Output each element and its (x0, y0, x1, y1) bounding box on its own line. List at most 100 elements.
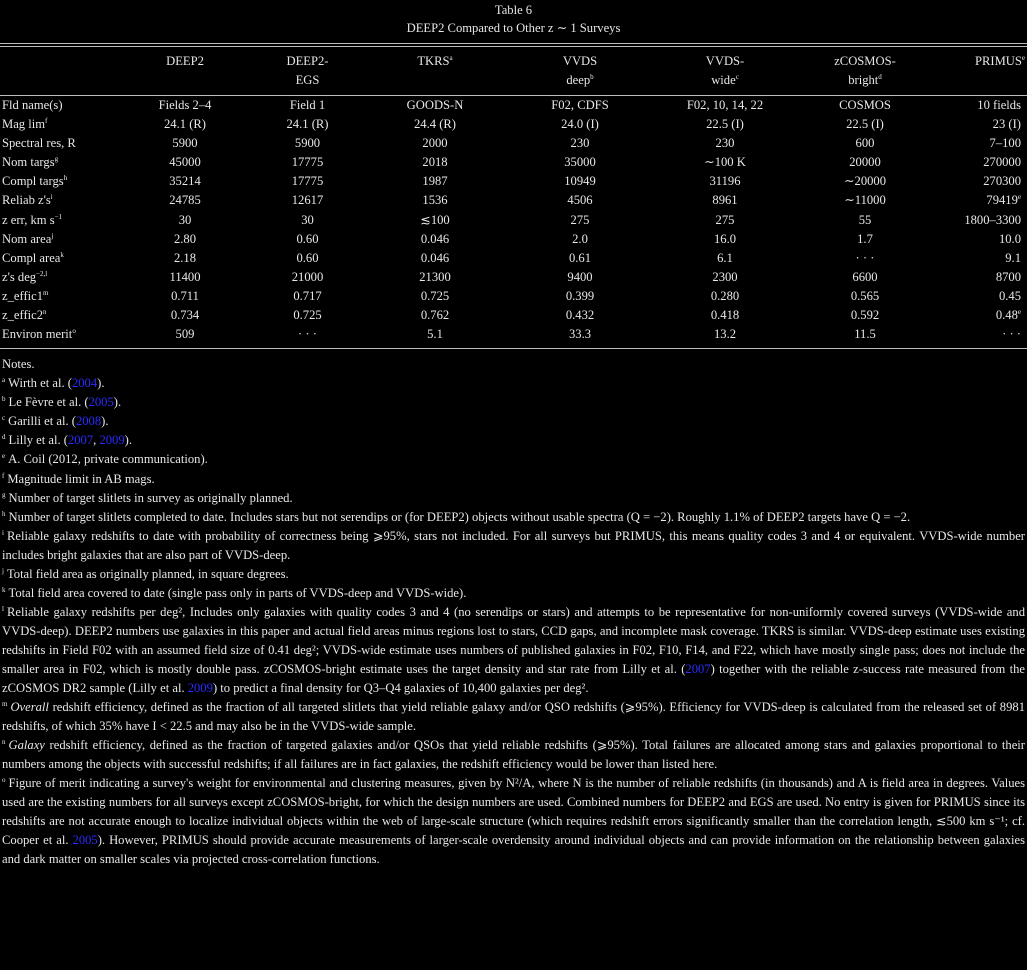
cell-value: 0.046 (420, 250, 450, 265)
note-text: Garilli et al. ( (8, 414, 76, 429)
row-nom-area: Nom areaj 2.80 0.60 0.046 2.0 16.0 1.7 10.0 (0, 230, 1027, 249)
cell-value: 35000 (564, 155, 596, 170)
citation-link[interactable]: 2007 (67, 433, 94, 448)
row-compl-area: Compl areak 2.18 0.60 0.046 0.61 6.1 · · · 9.1 (0, 249, 1027, 268)
note-text: Number of target slitlets in survey as o… (8, 490, 293, 505)
cell-value: 10.0 (998, 231, 1021, 246)
cell-value: 22.5 (I) (706, 117, 744, 132)
row-label: Environ merito (2, 327, 76, 342)
cell-value: COSMOS (839, 98, 891, 112)
footnote-mark: b (2, 395, 6, 404)
bottom-rule (0, 348, 1027, 350)
row-label: z_effic1m (2, 288, 49, 303)
row-zs-per-deg: z's deg−2,l 11400 21000 21300 9400 2300 6600 87… (0, 268, 1027, 287)
footnote-mark: d (2, 433, 6, 442)
cell-value: 16.0 (713, 231, 737, 246)
cell-value: 230 (570, 136, 590, 151)
note-k: k Total field area covered to date (singl… (2, 584, 1025, 603)
row-label: Spectral res, R (2, 136, 76, 151)
cell-value: 0.45 (998, 288, 1021, 303)
note-h: h Number of target slitlets completed to … (2, 508, 1025, 527)
cell-value: 509 (175, 327, 195, 342)
footnote-mark: l (2, 604, 4, 613)
row-label: Compl areak (2, 250, 64, 265)
table-title-block: Table 6 DEEP2 Compared to Other z ∼ 1 Su… (0, 0, 1027, 37)
cell-value: 0.734 (170, 308, 200, 323)
col-subheader-egs: EGS (295, 73, 320, 87)
row-label: Nom targsg (2, 155, 59, 170)
table-number: Table 6 (494, 3, 533, 17)
cell-value: 23 (I) (992, 117, 1021, 132)
cell-value: 275 (715, 212, 735, 227)
footnote-mark: i (2, 528, 4, 537)
footnote-mark: f (2, 471, 5, 480)
cell-value: 9400 (567, 269, 593, 284)
col-header-deep2: DEEP2 (166, 54, 204, 68)
cell-value: 0.711 (171, 288, 199, 303)
cell-value: 7–100 (989, 136, 1021, 151)
row-label: z's deg−2,l (2, 269, 48, 284)
row-reliab-zs: Reliab z'si 24785 12617 1536 4506 8961 ∼11000 7… (0, 191, 1027, 210)
cell-value: · · · (1002, 327, 1021, 342)
cell-value: 0.565 (850, 288, 880, 303)
cell-value: 13.2 (713, 327, 737, 342)
cell-value: 0.762 (420, 308, 450, 323)
cell-value: 20000 (849, 155, 881, 170)
cell-value: 31196 (709, 174, 741, 189)
note-text: Total field area as originally planned, … (6, 566, 289, 581)
cell-value: 2.80 (173, 231, 197, 246)
footnote-mark: m (2, 700, 8, 709)
row-label: Reliab z'si (2, 193, 53, 208)
note-text: redshift efficiency, defined as the frac… (2, 700, 1025, 734)
note-j: j Total field area as originally planned,… (2, 565, 1025, 584)
footnote-mark: o (2, 776, 6, 785)
cell-value: 5900 (172, 136, 198, 151)
cell-value: 55 (858, 212, 872, 227)
row-spectral-res: Spectral res, R 5900 5900 2000 230 230 600 7–10… (0, 134, 1027, 153)
note-n: n Galaxy redshift efficiency, defined as … (2, 736, 1025, 774)
header-row-2: EGS deepb widec brightd (0, 71, 1027, 95)
citation-link[interactable]: 2008 (75, 414, 102, 429)
cell-value: ∼11000 (844, 193, 886, 208)
cell-value: 2.0 (572, 231, 588, 246)
cell-value: 24.4 (R) (414, 117, 456, 132)
cell-value: 33.3 (568, 327, 592, 342)
cell-value: 5900 (294, 136, 321, 151)
cell-value: 0.592 (850, 308, 880, 323)
note-g: g Number of target slitlets in survey as … (2, 489, 1025, 508)
note-text: A. Coil (2012, private communication). (8, 452, 208, 467)
cell-value: 270000 (983, 155, 1021, 170)
cell-value: 79419e (986, 193, 1021, 208)
note-e: e A. Coil (2012, private communication). (2, 450, 1025, 469)
top-double-rule (0, 43, 1027, 47)
table-page: Table 6 DEEP2 Compared to Other z ∼ 1 Su… (0, 0, 1027, 866)
cell-value: 275 (570, 212, 590, 227)
cell-value: 8700 (995, 269, 1021, 284)
cell-value: ≲100 (420, 212, 450, 227)
row-field-names: Fld name(s) Fields 2–4 Field 1 GOODS-N F02, … (0, 96, 1027, 115)
note-text: ) together with the reliable z-success r… (2, 661, 1025, 696)
cell-value: 0.60 (296, 250, 319, 265)
cell-value: 24785 (169, 193, 201, 208)
header-row-1: DEEP2 DEEP2- TKRSa VVDS VVDS- zCOSMOS- P… (0, 47, 1027, 71)
citation-link[interactable]: 2005 (72, 833, 98, 848)
note-b: b Le Fèvre et al. (2005). (2, 393, 1025, 412)
note-c: c Garilli et al. (2008). (2, 412, 1025, 431)
row-label: Fld name(s) (2, 98, 63, 112)
cell-value: 11400 (169, 269, 201, 284)
cell-value: 24.0 (I) (561, 117, 599, 132)
cell-value: 0.60 (296, 231, 319, 246)
citation-link[interactable]: 2005 (88, 395, 114, 410)
row-z-effic1: z_effic1m 0.711 0.717 0.725 0.399 0.280 0.565 0… (0, 287, 1027, 306)
cell-value: 0.418 (710, 308, 740, 323)
cell-value: Field 1 (289, 98, 326, 112)
cell-value: 0.399 (565, 288, 595, 303)
footnote-mark: e (2, 452, 6, 461)
citation-link[interactable]: 2009 (99, 433, 125, 448)
citation-link[interactable]: 2007 (685, 661, 711, 676)
cell-value: 21300 (419, 269, 451, 284)
row-nom-targs: Nom targsg 45000 17775 2018 35000 ∼100 K 20000… (0, 153, 1027, 172)
cell-value: 6.1 (717, 250, 733, 265)
citation-link[interactable]: 2004 (71, 376, 98, 391)
citation-link[interactable]: 2009 (187, 681, 213, 696)
